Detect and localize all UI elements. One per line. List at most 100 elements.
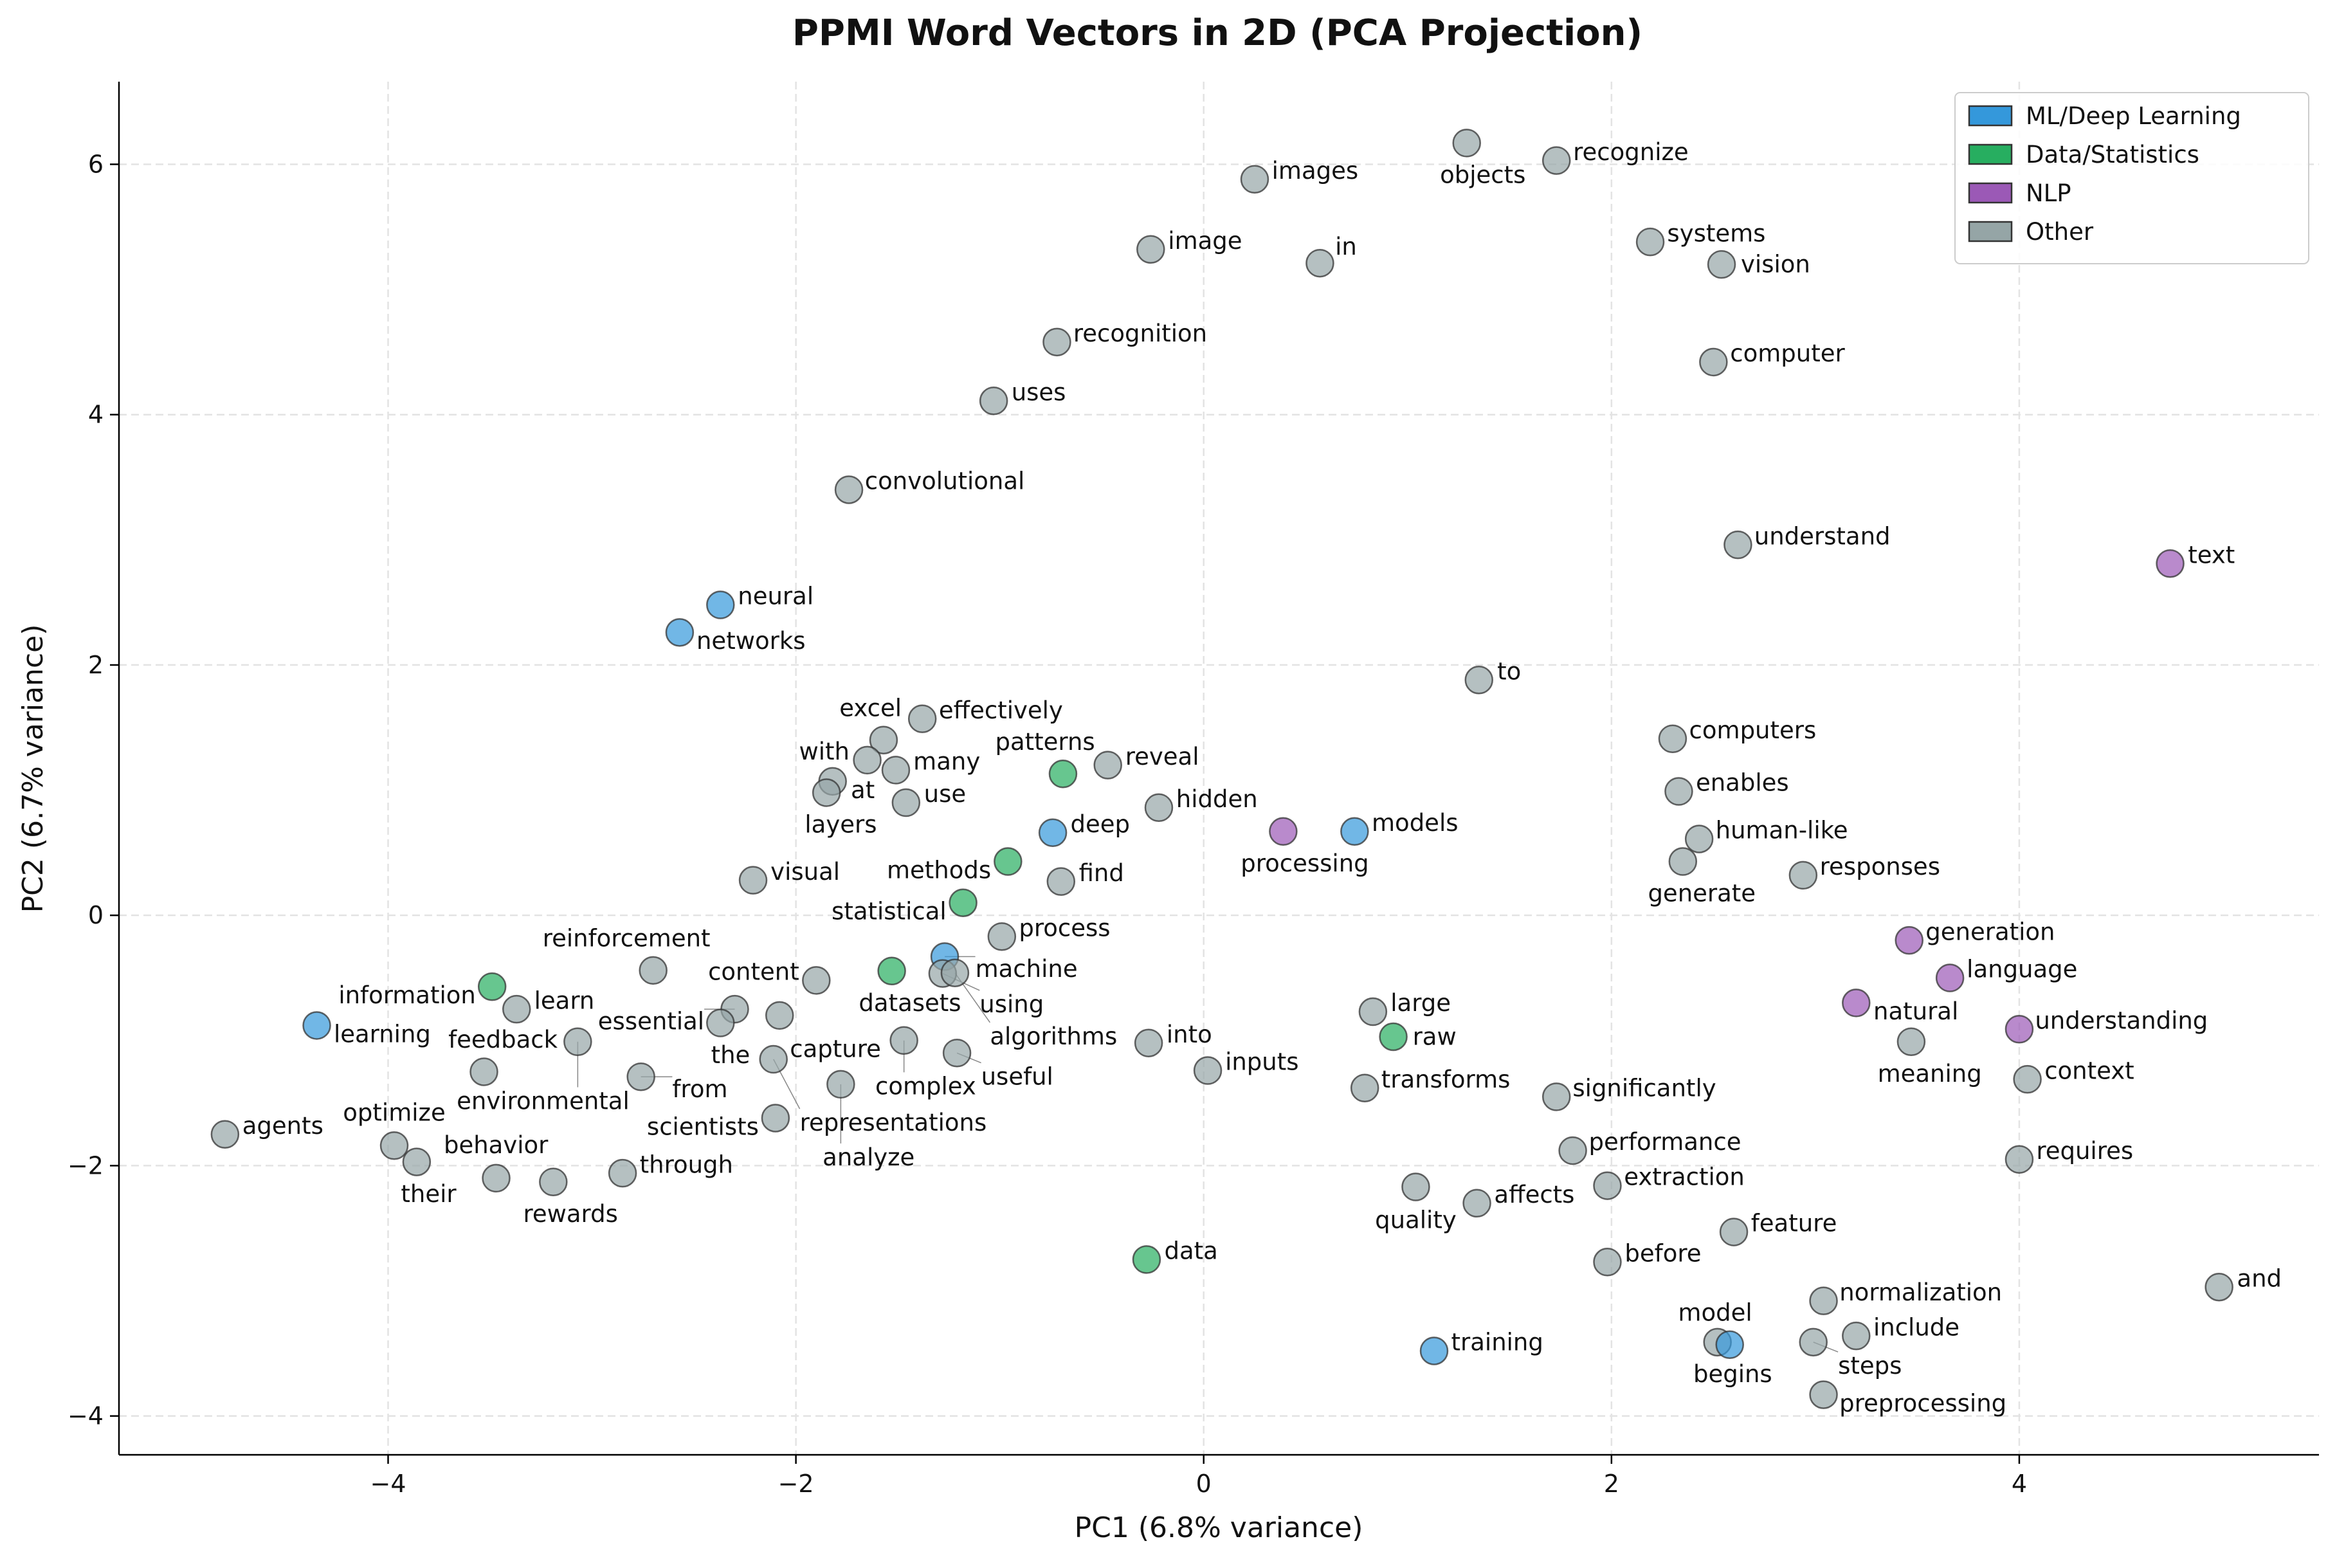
point-agents bbox=[210, 1120, 240, 1149]
point-label: computers bbox=[1689, 716, 1817, 744]
point-reveal bbox=[1093, 751, 1122, 779]
point-label: neural bbox=[738, 583, 814, 610]
legend-swatch-data bbox=[1968, 143, 2013, 165]
point-normalization bbox=[1809, 1286, 1838, 1315]
point-label: convolutional bbox=[865, 468, 1025, 495]
point-label: feature bbox=[1751, 1210, 1837, 1237]
point-label: processing bbox=[1241, 850, 1369, 877]
points-layer bbox=[210, 129, 2233, 1409]
point-convolutional bbox=[834, 475, 864, 504]
point-text bbox=[2156, 549, 2185, 578]
point-computer bbox=[1699, 347, 1728, 377]
point-generate bbox=[1668, 847, 1698, 876]
point-image bbox=[1136, 235, 1165, 264]
point-information bbox=[477, 972, 507, 1001]
point-raw bbox=[1379, 1022, 1408, 1052]
x-axis-label: PC1 (6.8% variance) bbox=[1075, 1511, 1363, 1544]
point-useful bbox=[942, 1039, 972, 1068]
point-label: to bbox=[1497, 657, 1521, 685]
point-label: preprocessing bbox=[1839, 1389, 2006, 1417]
point-label: networks bbox=[696, 627, 806, 655]
point-label: hidden bbox=[1176, 785, 1258, 813]
point-learn bbox=[502, 994, 531, 1024]
point-find bbox=[1046, 867, 1076, 896]
x-tick-label: −4 bbox=[370, 1470, 406, 1498]
point-label: patterns bbox=[995, 728, 1095, 756]
x-tick-label: 4 bbox=[2012, 1470, 2027, 1498]
point-reinforcement bbox=[639, 956, 668, 985]
point-layers bbox=[812, 778, 841, 807]
point-label: reveal bbox=[1125, 743, 1199, 770]
point-model bbox=[1715, 1330, 1744, 1359]
point-label: agents bbox=[242, 1112, 323, 1140]
point-label: significantly bbox=[1572, 1075, 1716, 1102]
point-language bbox=[1935, 963, 1965, 992]
point-label: from bbox=[672, 1075, 727, 1103]
point-excel bbox=[869, 725, 898, 754]
legend-label: Other bbox=[2026, 218, 2094, 246]
point-label: analyze bbox=[823, 1144, 914, 1171]
point-and bbox=[2205, 1272, 2233, 1302]
point-deep bbox=[1038, 818, 1068, 847]
point-before bbox=[1593, 1248, 1622, 1277]
point-label: models bbox=[1372, 809, 1459, 837]
point-label: datasets bbox=[859, 989, 961, 1017]
point-label: visual bbox=[770, 858, 840, 886]
point-label: machine bbox=[976, 955, 1078, 983]
point-label: objects bbox=[1440, 161, 1525, 189]
point-label: learning bbox=[334, 1020, 431, 1048]
point-label: algorithms bbox=[990, 1023, 1117, 1050]
point-label: reinforcement bbox=[543, 925, 711, 953]
point-affects bbox=[1462, 1189, 1491, 1218]
labels-layer: objects recognize images image in systems visi… bbox=[242, 138, 2282, 1418]
point-optimize bbox=[379, 1131, 409, 1160]
y-tick-label: −2 bbox=[68, 1151, 104, 1180]
point-label: before bbox=[1624, 1239, 1701, 1267]
point-label: the bbox=[711, 1041, 750, 1069]
point-recognition bbox=[1042, 327, 1071, 357]
point-label: in bbox=[1335, 233, 1357, 260]
point-transforms bbox=[1350, 1073, 1379, 1103]
point-requires bbox=[2005, 1145, 2034, 1174]
point-visual bbox=[738, 866, 768, 895]
point-natural bbox=[1842, 989, 1871, 1017]
point-human-like bbox=[1684, 825, 1714, 853]
point-label: computer bbox=[1730, 340, 1845, 367]
point-generation bbox=[1895, 925, 1923, 955]
point-steps bbox=[1799, 1327, 1828, 1357]
point-extraction bbox=[1593, 1171, 1622, 1200]
point-algorithms bbox=[940, 958, 970, 987]
point-feedback bbox=[469, 1057, 498, 1086]
point-label: training bbox=[1451, 1329, 1543, 1356]
point-label: capture bbox=[790, 1035, 881, 1062]
point-label: complex bbox=[875, 1072, 976, 1100]
legend-box bbox=[1954, 92, 2309, 264]
point-label: representations bbox=[800, 1109, 987, 1136]
point-scientists bbox=[761, 1104, 790, 1133]
point-label: information bbox=[338, 981, 476, 1009]
y-axis-label: PC2 (6.7% variance) bbox=[17, 624, 50, 913]
point-label: scientists bbox=[647, 1113, 759, 1140]
point-label: context bbox=[2044, 1057, 2134, 1084]
point-understanding bbox=[2005, 1015, 2034, 1044]
point-data bbox=[1132, 1245, 1161, 1274]
point-label: affects bbox=[1494, 1181, 1574, 1208]
point-to bbox=[1464, 666, 1493, 695]
legend-label: Data/Statistics bbox=[2026, 141, 2199, 169]
point-label: data bbox=[1165, 1237, 1218, 1265]
point-label: use bbox=[924, 780, 967, 808]
point-rewards bbox=[539, 1167, 568, 1196]
point-label: meaning bbox=[1878, 1060, 1982, 1088]
point-label: layers bbox=[805, 811, 877, 839]
point-representations bbox=[759, 1044, 788, 1074]
point-label: vision bbox=[1741, 251, 1810, 278]
point-label: language bbox=[1967, 956, 2077, 983]
legend-swatch-nlp bbox=[1968, 182, 2013, 204]
point-datasets bbox=[877, 956, 906, 986]
point-label: find bbox=[1079, 859, 1124, 887]
point-label: process bbox=[1019, 914, 1110, 942]
point-label: images bbox=[1272, 157, 1359, 185]
point-systems bbox=[1635, 227, 1665, 257]
point-label: methods bbox=[887, 856, 991, 884]
point-label: understanding bbox=[2035, 1007, 2208, 1034]
